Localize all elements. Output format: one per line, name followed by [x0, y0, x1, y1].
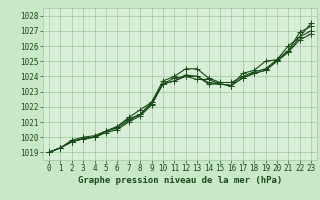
- X-axis label: Graphe pression niveau de la mer (hPa): Graphe pression niveau de la mer (hPa): [78, 176, 282, 185]
